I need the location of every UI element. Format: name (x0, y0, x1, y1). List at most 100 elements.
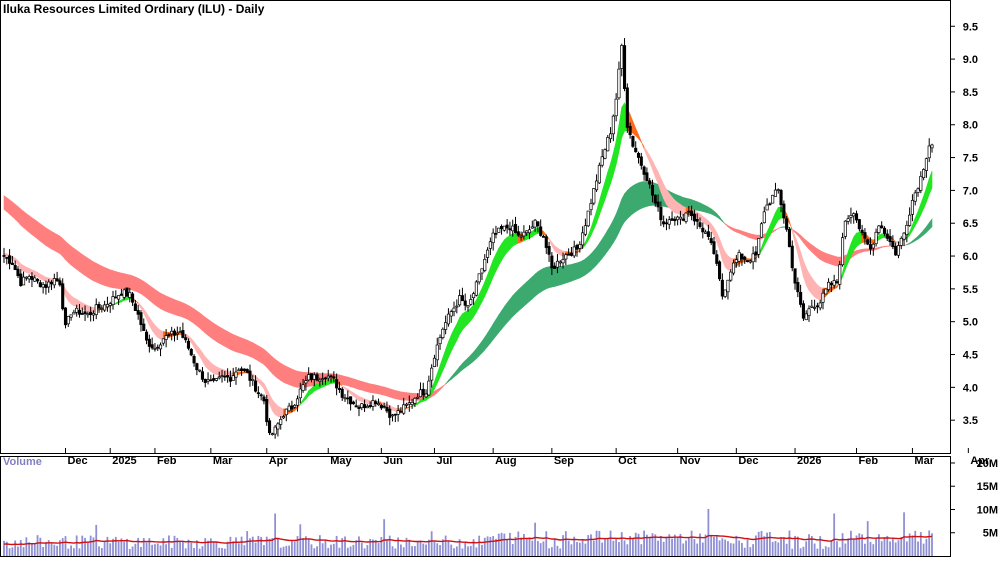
slow-ma-ribbon (906, 242, 910, 246)
fast-ma-ribbon (498, 242, 502, 267)
candle-body (513, 224, 518, 233)
volume-bar (405, 537, 408, 556)
candle-body (779, 190, 783, 206)
fast-ma-ribbon (811, 276, 815, 298)
candle-body (715, 254, 719, 264)
volume-bar (352, 544, 355, 556)
volume-panel (3, 508, 933, 556)
fast-ma-ribbon (260, 380, 265, 390)
candle-body (877, 225, 881, 233)
slow-ma-ribbon (59, 235, 63, 257)
fast-ma-ribbon (652, 160, 656, 178)
slow-ma-ribbon (392, 389, 396, 400)
volume-bar (464, 542, 467, 556)
slow-ma-ribbon (912, 238, 916, 243)
slow-ma-ribbon (244, 338, 248, 356)
volume-bar (506, 539, 509, 556)
volume-bar (204, 538, 207, 556)
volume-bar (360, 542, 363, 556)
candle-body (449, 311, 453, 317)
volume-bar (559, 548, 562, 556)
volume-bar (517, 531, 520, 556)
volume-bar (218, 547, 221, 556)
volume-bar (511, 544, 514, 556)
candle-body (913, 192, 917, 202)
volume-bar (581, 539, 584, 556)
volume-bar (891, 538, 894, 556)
fast-ma-ribbon (923, 187, 927, 209)
candle-body (167, 334, 171, 336)
fast-ma-ribbon (478, 288, 483, 308)
volume-bar (117, 541, 120, 556)
slow-ma-ribbon (129, 274, 133, 291)
slow-ma-ribbon (361, 381, 365, 392)
candle-body (745, 260, 750, 262)
candle-body (5, 257, 9, 259)
fast-ma-ribbon (847, 243, 852, 263)
volume-bar (659, 535, 662, 556)
candle-body (47, 281, 51, 288)
volume-bar (489, 536, 492, 556)
volume-bar (690, 530, 693, 556)
candle-body (924, 158, 928, 171)
slow-ma-ribbon (9, 199, 13, 218)
candle-body (793, 268, 797, 284)
candle-body (620, 45, 624, 69)
volume-bar (131, 546, 134, 556)
volume-bar (766, 532, 768, 556)
candle-body (114, 296, 118, 299)
candle-body (172, 330, 177, 336)
volume-bar (741, 542, 743, 556)
slow-ma-ribbon (450, 372, 455, 380)
price-tick-label: 8.0 (963, 120, 978, 132)
slow-ma-ribbon (864, 248, 869, 252)
candle-body (801, 303, 805, 319)
fast-ma-ribbon (436, 365, 441, 384)
volume-bar (159, 545, 162, 556)
fast-ma-ribbon (803, 260, 807, 286)
volume-bar (388, 535, 391, 556)
fast-ma-ribbon (23, 265, 27, 273)
slow-ma-ribbon (492, 318, 497, 341)
volume-bar (285, 545, 288, 556)
volume-bar (919, 532, 922, 556)
fast-ma-ribbon (671, 196, 676, 214)
candle-body (133, 303, 137, 311)
volume-bar (126, 538, 128, 556)
slow-ma-ribbon (777, 226, 782, 229)
fast-ma-ribbon (643, 145, 648, 157)
volume-bar (78, 548, 81, 556)
fast-ma-ribbon (37, 271, 41, 280)
fast-ma-ribbon (70, 295, 75, 307)
fast-ma-ribbon (199, 347, 203, 362)
fast-ma-ribbon (344, 387, 349, 392)
volume-bar (562, 535, 564, 556)
volume-bar (623, 540, 626, 556)
volume-bar (679, 533, 682, 556)
fast-ma-ribbon (490, 259, 494, 284)
candle-body (119, 293, 123, 296)
volume-bar (813, 543, 816, 556)
fast-ma-ribbon (618, 107, 623, 152)
fast-ma-ribbon (459, 312, 463, 336)
slow-ma-ribbon (473, 347, 477, 362)
slow-ma-ribbon (76, 249, 80, 273)
volume-bar (727, 541, 729, 556)
volume-bar (56, 545, 59, 556)
volume-bar (453, 548, 455, 556)
candle-body (922, 169, 926, 179)
candle-body (390, 414, 395, 417)
candle-body (681, 218, 685, 221)
slow-ma-ribbon (216, 324, 220, 344)
volume-bar (120, 538, 123, 556)
candle-body (544, 236, 548, 248)
slow-ma-ribbon (526, 278, 530, 305)
volume-bar (265, 536, 268, 556)
slow-ma-ribbon (624, 189, 628, 223)
candle-body (273, 426, 277, 435)
candle-body (880, 225, 884, 229)
volume-bar (42, 547, 45, 556)
volume-bar (618, 542, 620, 556)
volume-bar (372, 539, 374, 556)
volume-bar (755, 535, 757, 556)
